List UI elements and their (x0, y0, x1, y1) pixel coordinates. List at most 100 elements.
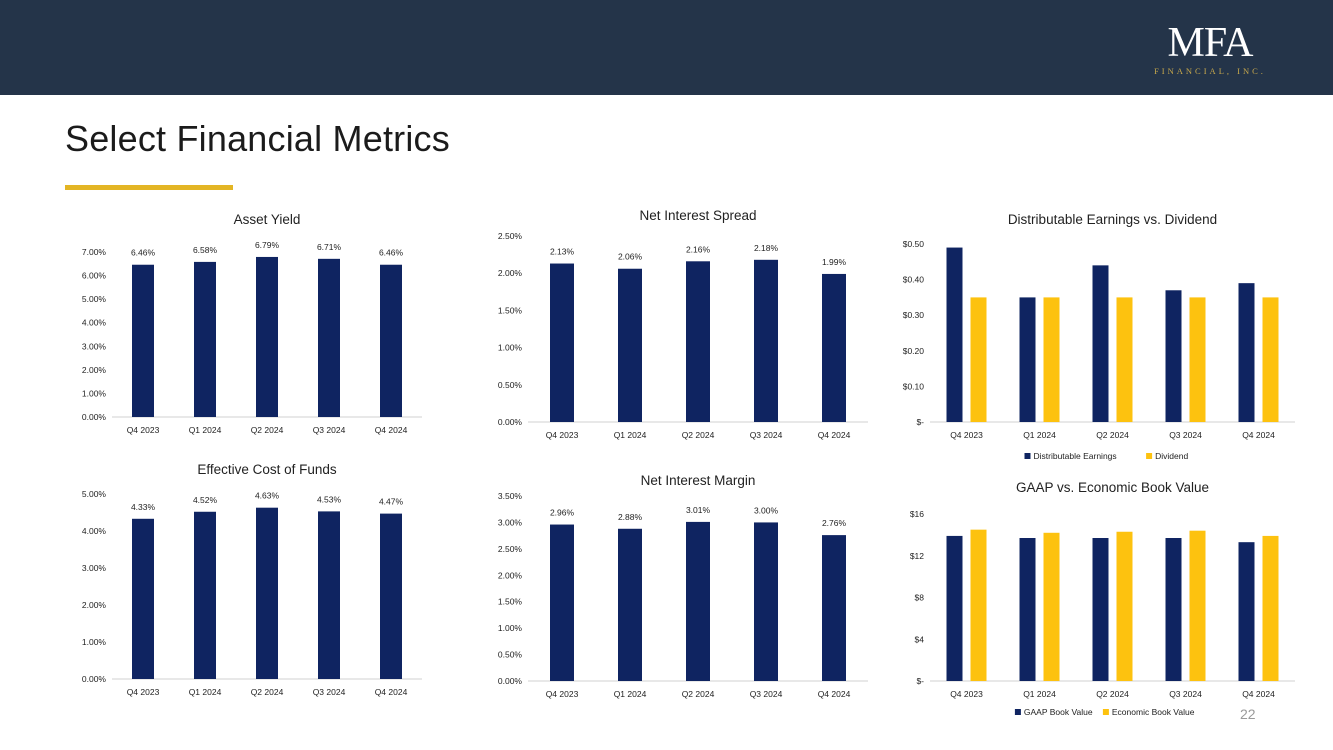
y-tick-label: $- (916, 676, 924, 686)
y-tick-label: $8 (915, 593, 925, 603)
data-label: 2.18% (754, 243, 779, 253)
x-tick-label: Q3 2024 (750, 689, 783, 699)
bar-1 (970, 297, 987, 422)
y-tick-label: $16 (910, 509, 924, 519)
data-label: 6.71% (317, 242, 342, 252)
y-tick-label: 0.00% (82, 674, 107, 684)
x-tick-label: Q2 2024 (682, 430, 715, 440)
bar-0 (1238, 542, 1255, 681)
page-title: Select Financial Metrics (65, 118, 450, 159)
x-tick-label: Q4 2024 (1242, 689, 1275, 699)
bar (686, 521, 710, 681)
y-tick-label: $0.40 (903, 275, 925, 285)
data-label: 6.46% (131, 248, 156, 258)
y-tick-label: $- (916, 417, 924, 427)
x-tick-label: Q3 2024 (313, 425, 346, 435)
bar-1 (1189, 297, 1206, 422)
bar-1 (1262, 535, 1279, 681)
data-label: 2.06% (618, 252, 643, 262)
y-tick-label: 3.00% (498, 517, 523, 527)
bar (256, 256, 278, 417)
bar (754, 259, 778, 422)
title-underline (65, 185, 233, 190)
y-tick-label: $0.50 (903, 239, 925, 249)
y-tick-label: 1.00% (82, 388, 107, 398)
y-tick-label: 1.50% (498, 305, 523, 315)
y-tick-label: 1.00% (82, 637, 107, 647)
y-tick-label: 2.50% (498, 544, 523, 554)
bar (618, 268, 642, 422)
y-tick-label: 1.00% (498, 623, 523, 633)
data-label: 4.52% (193, 495, 218, 505)
legend-label: Distributable Earnings (1034, 451, 1117, 461)
legend-swatch (1102, 709, 1109, 715)
bar (194, 261, 216, 417)
y-tick-label: 0.00% (82, 412, 107, 422)
y-tick-label: 3.00% (82, 563, 107, 573)
data-label: 3.01% (686, 505, 711, 515)
data-label: 2.76% (822, 518, 847, 528)
x-tick-label: Q4 2023 (127, 425, 160, 435)
chart-title: Net Interest Margin (641, 473, 756, 488)
bar (618, 528, 642, 681)
x-tick-label: Q2 2024 (1096, 430, 1129, 440)
logo-subtitle: FINANCIAL, INC. (1154, 66, 1266, 76)
y-tick-label: 3.00% (82, 341, 107, 351)
bar-1 (1262, 297, 1279, 422)
chart-asset-yield: Asset Yield 0.00% 1.00% 2.00% 3.00% 4.00% 5.00… (82, 212, 422, 435)
bar-1 (970, 529, 987, 681)
data-label: 4.33% (131, 502, 156, 512)
y-tick-label: 1.00% (498, 343, 523, 353)
y-tick-label: $0.30 (903, 310, 925, 320)
bar-1 (1043, 532, 1060, 681)
x-tick-label: Q4 2024 (375, 425, 408, 435)
chart-title: Asset Yield (234, 212, 301, 227)
bar (822, 273, 846, 422)
data-label: 2.96% (550, 508, 575, 518)
bar (194, 511, 216, 679)
bar-1 (1116, 531, 1133, 681)
y-tick-label: 5.00% (82, 294, 107, 304)
chart-title: Effective Cost of Funds (197, 462, 337, 477)
x-tick-label: Q1 2024 (614, 430, 647, 440)
x-tick-label: Q4 2023 (546, 689, 579, 699)
data-label: 1.99% (822, 257, 847, 267)
x-tick-label: Q4 2024 (818, 430, 851, 440)
y-tick-label: 4.00% (82, 526, 107, 536)
bar-0 (1165, 538, 1182, 681)
y-tick-label: $0.10 (903, 381, 925, 391)
x-tick-label: Q2 2024 (682, 689, 715, 699)
x-tick-label: Q2 2024 (251, 687, 284, 697)
bar-0 (946, 247, 963, 422)
x-tick-label: Q4 2023 (950, 430, 983, 440)
header-bar (0, 0, 1333, 95)
bar-1 (1189, 530, 1206, 681)
y-tick-label: 0.00% (498, 417, 523, 427)
y-tick-label: 4.00% (82, 318, 107, 328)
bar (318, 258, 340, 417)
bar-1 (1116, 297, 1133, 422)
chart-title: GAAP vs. Economic Book Value (1016, 480, 1209, 495)
y-tick-label: $12 (910, 551, 924, 561)
bar (550, 524, 574, 681)
data-label: 4.47% (379, 497, 404, 507)
x-tick-label: Q4 2023 (127, 687, 160, 697)
chart-gaap-vs-economic-book-value: GAAP vs. Economic Book Value $- $4 $8 $12 $16… (910, 480, 1295, 717)
x-tick-label: Q1 2024 (189, 687, 222, 697)
data-label: 6.79% (255, 240, 280, 250)
x-tick-label: Q1 2024 (614, 689, 647, 699)
x-tick-label: Q1 2024 (1023, 689, 1056, 699)
chart-title: Distributable Earnings vs. Dividend (1008, 212, 1217, 227)
x-tick-label: Q4 2023 (546, 430, 579, 440)
y-tick-label: 2.00% (82, 365, 107, 375)
bar (256, 507, 278, 679)
x-tick-label: Q4 2023 (950, 689, 983, 699)
data-label: 3.00% (754, 505, 779, 515)
bar-0 (1165, 290, 1182, 422)
y-tick-label: 2.50% (498, 231, 523, 241)
chart-effective-cost-of-funds: Effective Cost of Funds 0.00% 1.00% 2.00% 3.… (82, 462, 422, 697)
legend-label: GAAP Book Value (1024, 707, 1093, 717)
chart-net-interest-spread: Net Interest Spread 0.00% 0.50% 1.00% 1.50% 2… (498, 208, 868, 440)
y-tick-label: 1.50% (498, 597, 523, 607)
y-tick-label: 3.50% (498, 491, 523, 501)
